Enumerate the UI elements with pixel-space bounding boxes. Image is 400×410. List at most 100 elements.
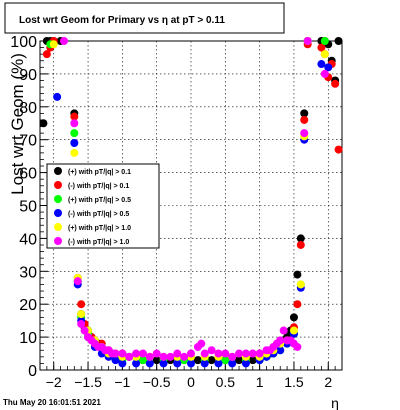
data-point — [324, 63, 333, 72]
data-point — [200, 349, 209, 358]
data-point — [235, 349, 244, 358]
x-tick-label: 0.5 — [216, 374, 236, 390]
x-tick-label: 0 — [187, 374, 195, 390]
data-point — [241, 359, 250, 368]
data-point — [207, 346, 216, 355]
legend-marker — [54, 195, 62, 203]
data-point — [300, 109, 309, 118]
data-point — [320, 69, 329, 78]
data-point — [235, 356, 244, 365]
y-tick-label: 80 — [19, 100, 37, 117]
legend: (+) with pT/|q| > 0.1 (-) with pT/|q| > 0… — [54, 167, 131, 246]
data-point — [42, 50, 51, 59]
legend-label: (+) with pT/|q| > 0.1 — [68, 169, 131, 176]
legend-marker — [54, 237, 62, 245]
data-point — [152, 349, 161, 358]
data-point — [187, 359, 195, 368]
data-point — [111, 356, 120, 365]
legend-label: (-) with pT/|q| > 0.1 — [68, 183, 129, 190]
x-tick-label: −0.5 — [143, 374, 171, 390]
data-point — [279, 326, 288, 335]
data-point — [39, 119, 48, 128]
data-point — [248, 356, 257, 365]
legend-label: (+) with pT/|q| > 0.5 — [68, 197, 131, 204]
data-point — [228, 359, 237, 368]
chart-title: Lost wrt Geom for Primary vs η at pT > 0… — [19, 15, 225, 26]
data-point — [138, 356, 147, 365]
x-axis-label: η — [331, 395, 339, 410]
legend-marker — [54, 223, 62, 231]
data-point — [255, 349, 264, 358]
data-point — [60, 37, 69, 45]
data-point — [334, 37, 343, 45]
data-point — [70, 129, 79, 138]
data-point — [276, 346, 285, 355]
legend-label: (-) with pT/|q| > 1.0 — [68, 239, 129, 246]
data-point — [77, 319, 86, 328]
data-point — [132, 359, 141, 368]
data-point — [118, 359, 127, 368]
data-point — [159, 359, 168, 368]
data-point — [296, 280, 305, 289]
x-tick-label: −1 — [114, 374, 130, 390]
y-tick-label: 90 — [19, 67, 37, 84]
data-point — [152, 356, 161, 365]
data-point — [214, 359, 223, 368]
data-point — [70, 138, 79, 147]
data-point — [197, 339, 206, 348]
y-tick-label: 20 — [19, 297, 37, 314]
data-point — [207, 356, 216, 365]
data-point — [241, 349, 250, 358]
y-tick-label: 40 — [19, 231, 37, 248]
data-point — [293, 270, 302, 279]
data-point — [73, 277, 82, 286]
title-box — [4, 2, 285, 34]
data-point — [111, 349, 120, 358]
data-point — [300, 129, 309, 138]
data-point — [166, 352, 175, 361]
data-point — [200, 359, 209, 368]
data-point — [228, 352, 237, 361]
data-point — [296, 240, 305, 249]
data-point — [77, 310, 86, 319]
data-point — [80, 326, 89, 335]
legend-label: (-) with pT/|q| > 0.5 — [68, 211, 129, 218]
data-point — [173, 359, 182, 368]
legend-label: (+) with pT/|q| > 1.0 — [68, 225, 131, 232]
data-point — [70, 112, 79, 121]
data-point — [125, 352, 134, 361]
series-6 — [60, 37, 329, 361]
data-point — [159, 352, 168, 361]
data-point — [334, 145, 343, 154]
y-tick-label: 50 — [19, 199, 37, 216]
data-series — [39, 37, 343, 368]
legend-box — [46, 163, 160, 249]
data-point — [77, 300, 86, 309]
data-point — [145, 359, 154, 368]
data-point — [300, 115, 309, 124]
data-point — [138, 349, 147, 358]
y-tick-label: 30 — [19, 264, 37, 281]
y-tick-label: 60 — [19, 166, 37, 183]
series-4 — [53, 37, 333, 368]
data-point — [193, 356, 202, 365]
data-point — [276, 336, 285, 345]
data-point — [317, 43, 326, 52]
data-point — [331, 79, 340, 88]
y-tick-label: 10 — [19, 330, 37, 347]
data-point — [49, 40, 58, 49]
legend-marker — [54, 181, 62, 189]
data-point — [180, 352, 189, 361]
x-tick-label: −1.5 — [74, 374, 102, 390]
data-point — [132, 349, 141, 358]
data-point — [221, 356, 230, 365]
timestamp: Thu May 20 16:01:51 2021 — [3, 398, 101, 407]
x-tick-label: −2 — [46, 374, 62, 390]
data-point — [296, 234, 305, 243]
data-point — [293, 300, 302, 309]
data-point — [173, 349, 182, 358]
x-tick-label: 1.5 — [284, 374, 304, 390]
y-tick-label: 100 — [10, 34, 37, 51]
data-point — [289, 313, 298, 322]
